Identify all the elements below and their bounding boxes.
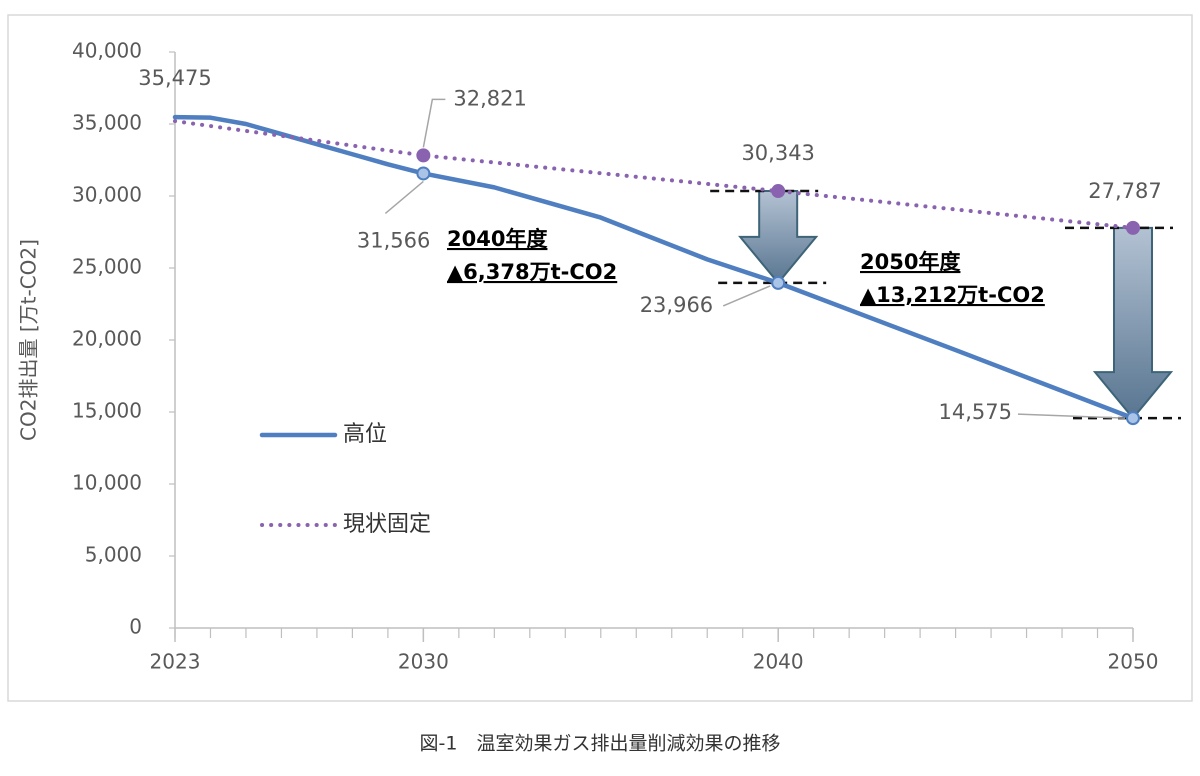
y-axis-label: CO2排出量 [万t-CO2] [17, 239, 41, 441]
data-label: 31,566 [357, 228, 430, 252]
annotation-year: 2050年度 [860, 250, 960, 274]
annotation-reduction: ▲6,378万t-CO2 [447, 260, 617, 284]
y-tick-label: 35,000 [72, 111, 142, 135]
legend-label: 現状固定 [343, 512, 431, 537]
y-tick-label: 5,000 [85, 543, 142, 567]
y-tick-label: 40,000 [72, 39, 142, 63]
label-leader [422, 98, 446, 148]
x-tick-label: 2050 [1108, 650, 1159, 674]
chart-frame [7, 14, 1193, 702]
data-label: 32,821 [453, 86, 526, 110]
data-label: 14,575 [939, 400, 1012, 424]
data-label: 27,787 [1088, 179, 1161, 203]
reduction-arrow [738, 190, 819, 285]
x-tick-label: 2030 [398, 650, 449, 674]
y-tick-label: 0 [129, 615, 142, 639]
annotation-year: 2040年度 [447, 227, 547, 251]
label-leader [1017, 413, 1126, 419]
data-point [416, 166, 431, 181]
label-leader [722, 285, 771, 307]
data-point [771, 184, 786, 199]
reduction-arrow [1092, 226, 1174, 420]
caption: 図-1 温室効果ガス排出量削減効果の推移 [420, 733, 781, 755]
x-tick-label: 2040 [753, 650, 804, 674]
legend-label: 高位 [343, 422, 387, 447]
series-line [172, 114, 1136, 421]
y-tick-label: 25,000 [72, 255, 142, 279]
data-point [416, 148, 431, 163]
annotation-reduction: ▲13,212万t-CO2 [860, 283, 1045, 307]
data-point [771, 275, 786, 290]
x-tick-label: 2023 [150, 650, 201, 674]
y-tick-label: 30,000 [72, 183, 142, 207]
data-label: 30,343 [741, 141, 814, 165]
data-point [1126, 411, 1140, 426]
series-line [173, 119, 1135, 230]
data-label: 35,475 [138, 66, 211, 90]
data-point [1126, 220, 1140, 235]
y-tick-label: 10,000 [72, 471, 142, 495]
data-label: 23,966 [640, 293, 713, 317]
label-leader [384, 180, 424, 215]
y-tick-label: 20,000 [72, 327, 142, 351]
y-tick-label: 15,000 [72, 399, 142, 423]
